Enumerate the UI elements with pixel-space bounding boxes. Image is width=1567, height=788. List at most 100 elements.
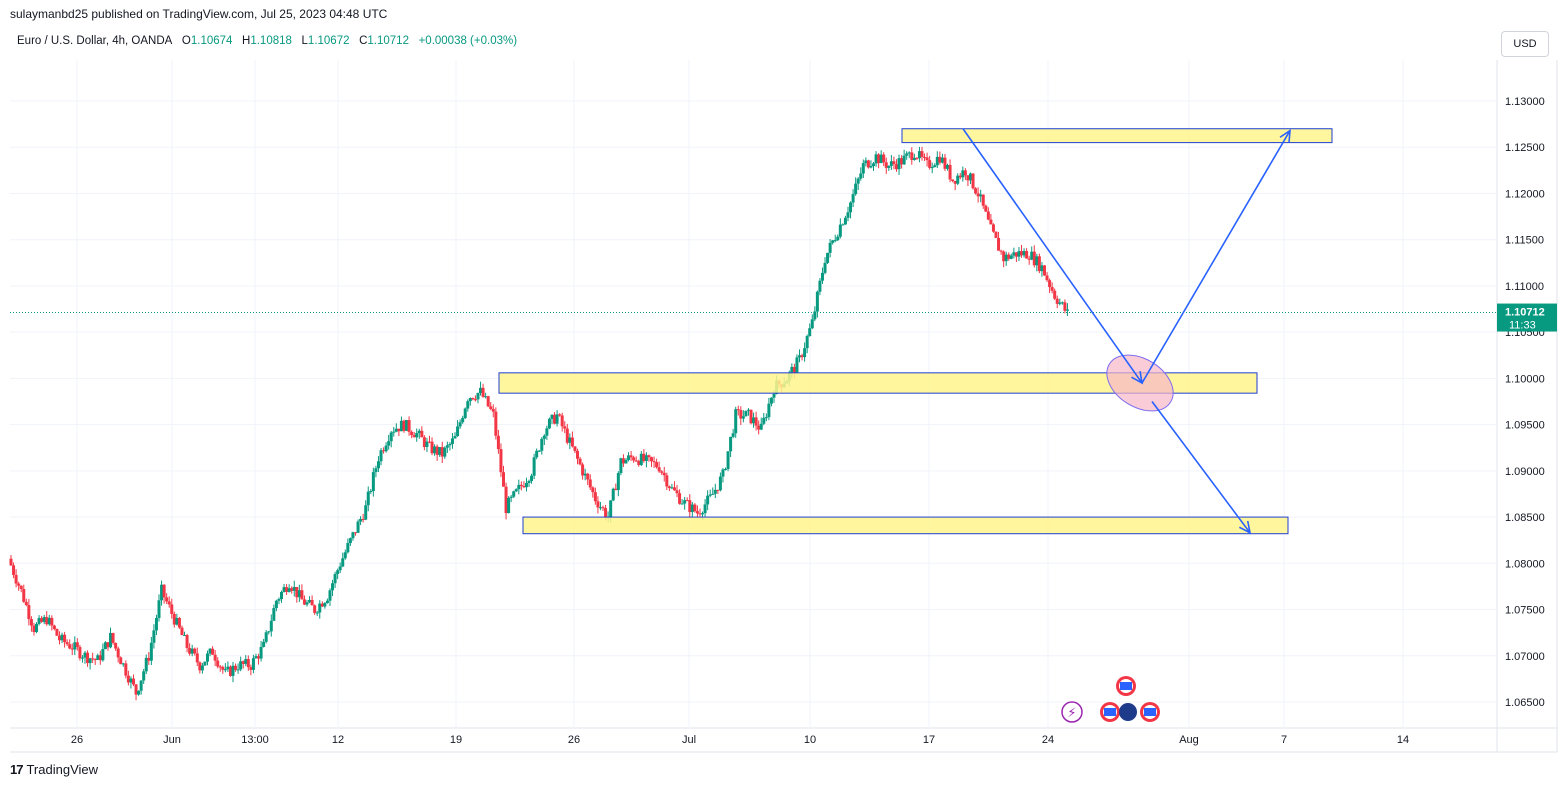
candle-body (19, 585, 23, 590)
tradingview-logo[interactable]: 17 TradingView (10, 762, 98, 777)
candle-body (111, 632, 115, 643)
candle-body (211, 648, 215, 655)
candle-body (481, 387, 485, 397)
candle-body (907, 152, 911, 154)
candle-body (282, 587, 286, 592)
candle-body (872, 163, 876, 166)
candle-body (131, 678, 135, 685)
candle-body (200, 665, 204, 671)
candle-body (923, 156, 927, 158)
candle-body (889, 161, 893, 166)
brand-label: TradingView (26, 762, 99, 777)
candle-body (1042, 265, 1046, 276)
candle-body (815, 291, 819, 312)
candle-body (764, 417, 768, 419)
candles (9, 146, 1069, 701)
candle-body (57, 635, 61, 641)
candle-body (846, 212, 850, 218)
candle-body (103, 642, 107, 650)
candle-body (328, 590, 332, 601)
candle-body (183, 635, 187, 637)
candle-body (688, 500, 692, 513)
candle-body (149, 642, 153, 661)
x-tick-label: 24 (1042, 734, 1054, 746)
lightning-glyph: ⚡ (1067, 706, 1076, 721)
candle-body (456, 426, 460, 437)
candle-body (290, 588, 294, 591)
candle-body (532, 457, 536, 476)
x-tick-label: 26 (568, 734, 580, 746)
candle-body (438, 447, 442, 455)
candle-body (517, 484, 521, 490)
candle-body (530, 475, 534, 481)
candle-body (953, 181, 957, 184)
candle-body (226, 666, 230, 670)
candle-body (1035, 256, 1039, 266)
candle-body (75, 642, 79, 648)
y-tick-label: 1.13000 (1505, 96, 1545, 108)
candle-body (555, 414, 559, 424)
high-label: H (242, 35, 251, 47)
candle-body (803, 348, 807, 358)
candle-body (1020, 251, 1024, 256)
candle-body (42, 617, 46, 622)
candle-body (718, 476, 722, 491)
candle-body (325, 600, 329, 604)
price-badge-countdown: 11:33 (1509, 320, 1536, 332)
candle-body (644, 455, 648, 461)
candle-body (27, 605, 31, 620)
candle-body (805, 336, 809, 349)
candle-body (353, 532, 357, 534)
candle-body (670, 487, 674, 489)
candle-body (1004, 254, 1008, 262)
low-value: 1.10672 (307, 35, 350, 47)
candle-body (157, 600, 161, 619)
candle-body (652, 461, 656, 463)
candle-body (239, 661, 243, 670)
candle-body (586, 473, 590, 480)
candle-body (736, 409, 740, 411)
candle-body (994, 231, 998, 238)
candle-body (553, 414, 557, 424)
candle-body (101, 649, 105, 661)
candle-body (882, 154, 886, 163)
candle-body (445, 445, 449, 448)
candle-body (269, 620, 273, 632)
candle-body (507, 497, 511, 514)
candle-body (744, 410, 748, 417)
candle-body (119, 657, 123, 665)
candle-body (86, 652, 90, 664)
candle-body (547, 418, 551, 429)
candle-body (190, 648, 194, 654)
candle-body (940, 157, 944, 163)
candle-body (274, 600, 278, 609)
candle-body (672, 487, 676, 491)
chart-grid (10, 60, 1558, 753)
event-icons: ⚡ (1061, 676, 1160, 723)
candle-body (308, 600, 312, 603)
candle-body (831, 240, 835, 243)
candle-body (966, 175, 970, 181)
candle-body (410, 431, 414, 436)
symbol-name: Euro / U.S. Dollar, 4h, OANDA (17, 35, 173, 47)
candle-body (997, 237, 1001, 251)
candle-body (348, 538, 352, 544)
candle-body (946, 164, 950, 169)
candle-body (818, 280, 822, 292)
open-label: O (181, 35, 191, 47)
candle-body (98, 655, 102, 661)
candle-body (565, 428, 569, 443)
candle-body (685, 500, 689, 502)
candle-body (249, 667, 253, 670)
candle-body (601, 507, 605, 509)
candle-body (234, 665, 238, 670)
x-tick-label: 10 (804, 734, 816, 746)
candle-body (63, 634, 67, 643)
candle-body (864, 160, 868, 164)
currency-button[interactable]: USD (1501, 31, 1549, 57)
candle-body (486, 396, 490, 407)
candle-body (887, 165, 891, 168)
candle-body (759, 423, 763, 430)
candle-body (542, 435, 546, 439)
